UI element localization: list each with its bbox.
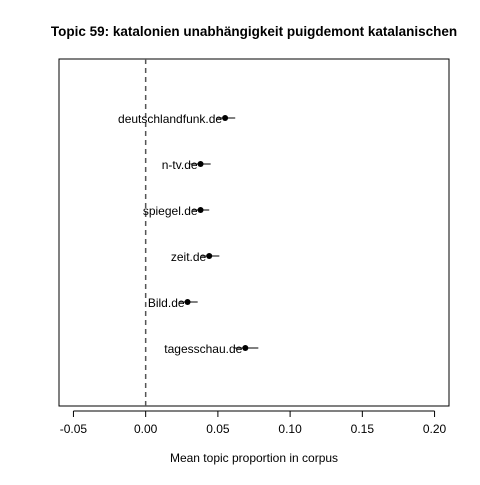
data-point-group: tagesschau.de [164,342,259,356]
data-point [206,253,213,259]
points-group: deutschlandfunk.de n-tv.de spiegel.de zeit.… [118,112,259,356]
x-tick-label: 0.05 [206,422,230,436]
point-label: zeit.de [171,250,207,264]
point-label: Bild.de [148,296,185,310]
data-point [184,299,191,305]
data-point [197,207,204,213]
point-label: n-tv.de [162,158,198,172]
x-tick-label: -0.05 [60,422,88,436]
data-point [222,115,229,121]
data-point-group: zeit.de [171,250,220,264]
x-tick-label: 0.00 [134,422,158,436]
point-label: tagesschau.de [164,342,242,356]
x-axis-label: Mean topic proportion in corpus [170,451,338,465]
point-label: spiegel.de [143,204,198,218]
data-point-group: Bild.de [148,296,198,310]
x-tick-label: 0.20 [423,422,447,436]
chart-title: Topic 59: katalonien unabhängigkeit puig… [51,24,457,39]
data-point-group: deutschlandfunk.de [118,112,236,126]
data-point-group: spiegel.de [143,204,210,218]
data-point [242,345,249,351]
x-tick-label: 0.10 [278,422,302,436]
point-label: deutschlandfunk.de [118,112,222,126]
data-point-group: n-tv.de [162,158,211,172]
data-point [197,161,204,167]
x-axis: -0.05 0.00 0.05 0.10 0.15 0.20 [60,410,447,436]
plot-frame [58,58,450,407]
x-tick-label: 0.15 [351,422,375,436]
